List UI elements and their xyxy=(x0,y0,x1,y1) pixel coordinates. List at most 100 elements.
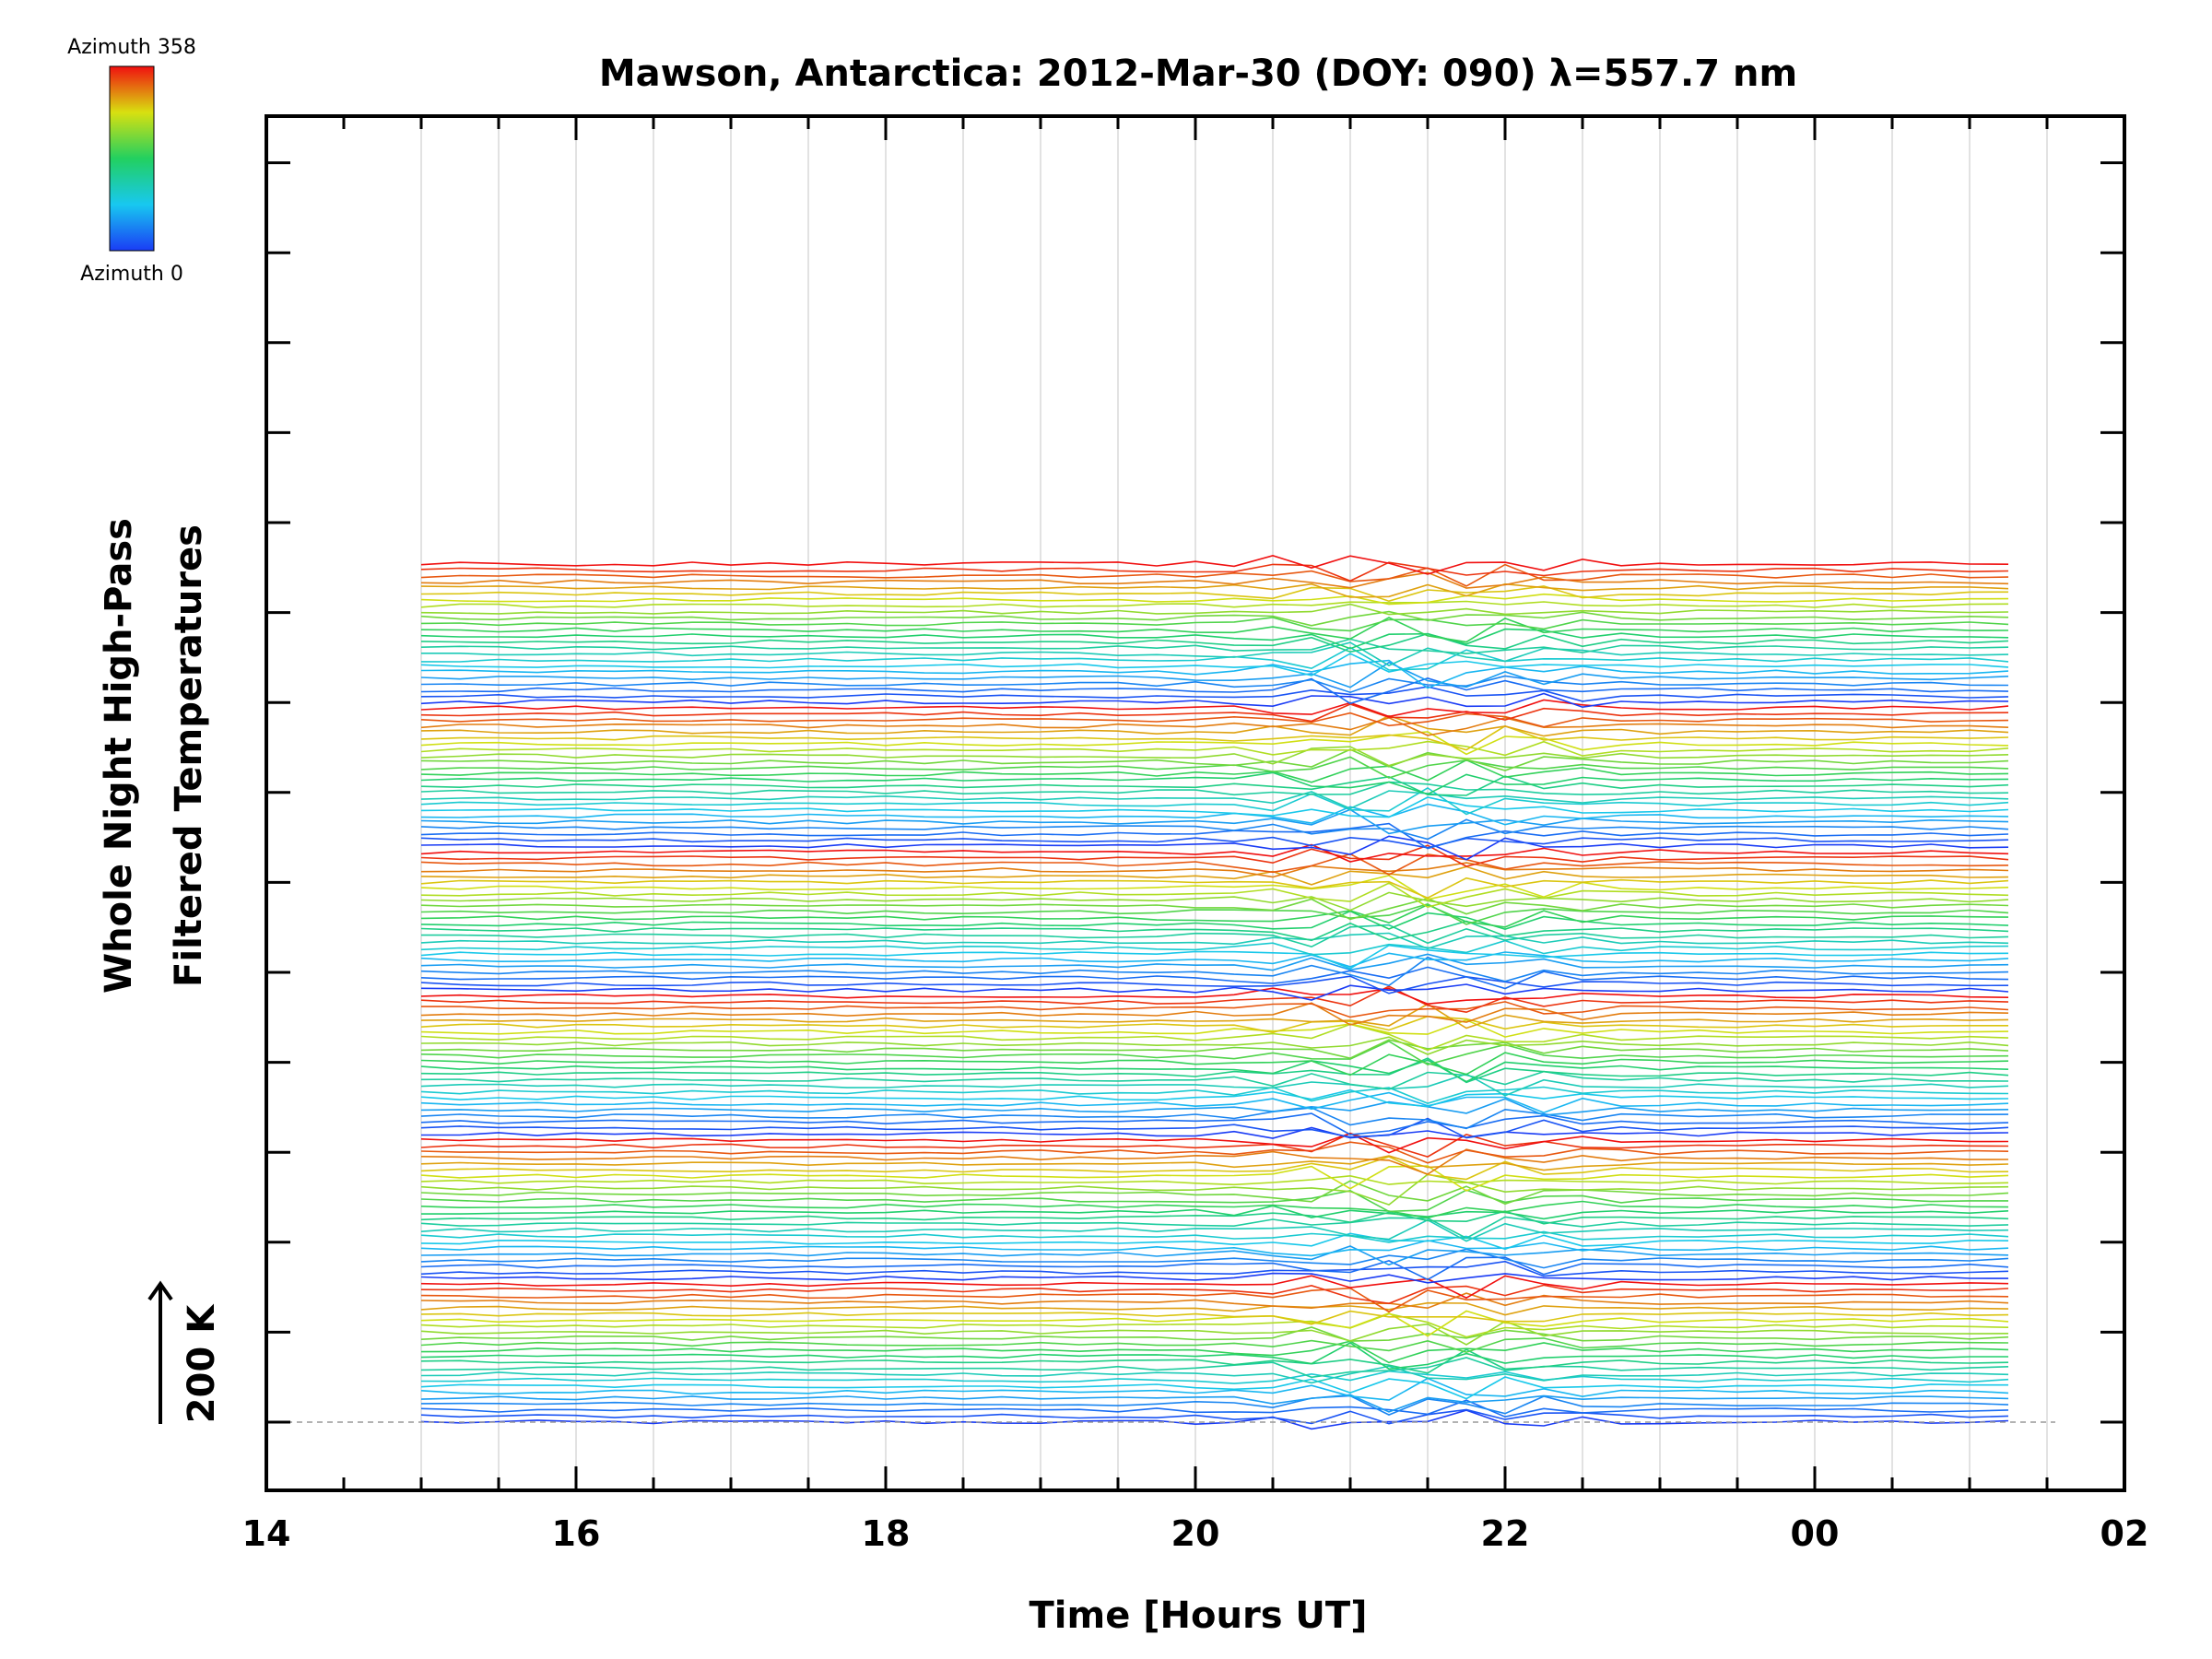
temperature-trace xyxy=(420,1200,2009,1219)
x-tick-label: 22 xyxy=(1481,1513,1530,1554)
y-axis-label-line1: Whole Night High-Pass xyxy=(98,518,140,994)
colorbar-bottom-label: Azimuth 0 xyxy=(80,263,183,286)
temperature-trace xyxy=(420,554,2009,575)
temperature-trace xyxy=(420,724,2009,751)
temperature-trace xyxy=(420,1002,2009,1026)
temperature-trace xyxy=(420,898,2009,921)
temperature-trace xyxy=(420,1370,2009,1384)
x-tick-label: 16 xyxy=(552,1513,601,1554)
temperature-trace xyxy=(420,1015,2008,1034)
temperature-trace xyxy=(420,1155,2009,1171)
temperature-trace xyxy=(420,582,2009,598)
temperature-trace xyxy=(420,659,2009,689)
temperature-trace xyxy=(420,1216,2009,1240)
temperature-trace xyxy=(420,1001,2009,1018)
temperature-trace xyxy=(420,686,2009,702)
temperature-trace xyxy=(420,910,2009,930)
temperature-trace xyxy=(420,731,2009,756)
temperature-trace xyxy=(420,1348,2009,1374)
temperature-trace xyxy=(420,563,2009,587)
temperature-trace xyxy=(420,1377,2009,1401)
temperature-trace xyxy=(420,775,2009,796)
temperature-trace xyxy=(420,632,2009,653)
temperature-trace xyxy=(420,1312,2009,1338)
temperature-trace xyxy=(420,1057,2009,1084)
temperature-trace xyxy=(420,1086,2009,1104)
temperature-trace xyxy=(420,1117,2009,1139)
temperature-trace xyxy=(421,1126,2009,1139)
temperature-trace xyxy=(420,903,2009,925)
temperature-trace xyxy=(420,714,2009,737)
temperature-trace xyxy=(420,786,2009,816)
temperature-trace xyxy=(420,953,2009,971)
temperature-trace xyxy=(420,1023,2009,1052)
temperature-trace xyxy=(420,1018,2009,1038)
temperature-trace xyxy=(420,746,2009,767)
scale-bar-arrow-head xyxy=(147,1280,173,1301)
temperature-trace xyxy=(420,675,2009,694)
temperature-trace xyxy=(420,1292,2009,1310)
temperature-trace xyxy=(420,865,2009,886)
temperature-trace xyxy=(420,593,2009,606)
temperature-trace xyxy=(420,1132,2009,1154)
temperature-trace xyxy=(420,1165,2009,1192)
temperature-trace xyxy=(420,748,2009,771)
temperature-trace xyxy=(420,903,2009,928)
temperature-trace xyxy=(420,1230,2009,1243)
y-axis-label-line2: Filtered Temperatures xyxy=(168,524,210,987)
colorbar-gradient xyxy=(109,65,155,252)
temperature-trace xyxy=(420,1039,2009,1059)
temperature-trace xyxy=(420,1232,2009,1251)
chart-title: Mawson, Antarctica: 2012-Mar-30 (DOY: 09… xyxy=(599,53,1797,95)
temperature-trace xyxy=(420,1132,2009,1158)
temperature-trace xyxy=(420,1341,2008,1371)
temperature-trace xyxy=(420,875,2009,900)
temperature-traces xyxy=(420,554,2009,1430)
temperature-trace xyxy=(420,759,2009,783)
temperature-trace xyxy=(420,951,2009,968)
temperature-trace xyxy=(420,1408,2009,1425)
temperature-trace xyxy=(420,756,2009,779)
temperature-trace xyxy=(420,561,2009,582)
x-tick-label: 20 xyxy=(1171,1513,1220,1554)
temperature-trace xyxy=(420,1287,2009,1313)
temperature-trace xyxy=(420,1260,2009,1277)
temperature-trace xyxy=(420,1409,2009,1430)
temperature-trace xyxy=(420,1376,2008,1400)
temperature-trace xyxy=(420,1399,2009,1418)
temperature-trace xyxy=(420,1240,2009,1257)
colorbar-top-label: Azimuth 358 xyxy=(67,36,196,59)
temperature-trace xyxy=(420,956,2009,987)
temperature-trace xyxy=(420,1218,2009,1242)
temperature-trace xyxy=(420,653,2009,677)
temperature-trace xyxy=(420,882,2009,909)
x-tick-labels: 14 16 18 20 22 00 02 xyxy=(242,1513,2149,1554)
temperature-trace xyxy=(420,1174,2009,1186)
scale-bar: 200 K xyxy=(147,1280,223,1424)
temperature-trace xyxy=(420,1210,2009,1225)
temperature-trace xyxy=(420,1357,2009,1379)
temperature-trace xyxy=(421,924,2009,948)
temperature-trace xyxy=(420,1088,2009,1108)
temperature-trace xyxy=(420,1052,2009,1077)
temperature-trace xyxy=(420,1284,2009,1305)
temperature-trace xyxy=(420,983,2009,1001)
temperature-trace xyxy=(420,844,2009,867)
temperature-trace xyxy=(420,1301,2009,1316)
x-tick-label: 00 xyxy=(1791,1513,1840,1554)
temperature-trace xyxy=(420,985,2009,1014)
temperature-trace xyxy=(420,790,2009,810)
temperature-trace xyxy=(420,835,2009,861)
azimuth-colorbar: Azimuth 358 Azimuth 0 xyxy=(67,36,196,286)
temperature-trace xyxy=(420,1256,2009,1281)
temperature-trace xyxy=(420,585,2009,603)
temperature-trace xyxy=(420,939,2009,956)
temperature-trace xyxy=(420,692,2009,709)
temperature-trace xyxy=(420,1326,2009,1342)
x-tick-label: 18 xyxy=(862,1513,911,1554)
temperature-trace xyxy=(420,703,2009,723)
temperature-trace xyxy=(420,571,2009,589)
temperature-trace xyxy=(420,1112,2009,1135)
temperature-trace xyxy=(420,836,2009,849)
x-tick-label: 02 xyxy=(2100,1513,2149,1554)
